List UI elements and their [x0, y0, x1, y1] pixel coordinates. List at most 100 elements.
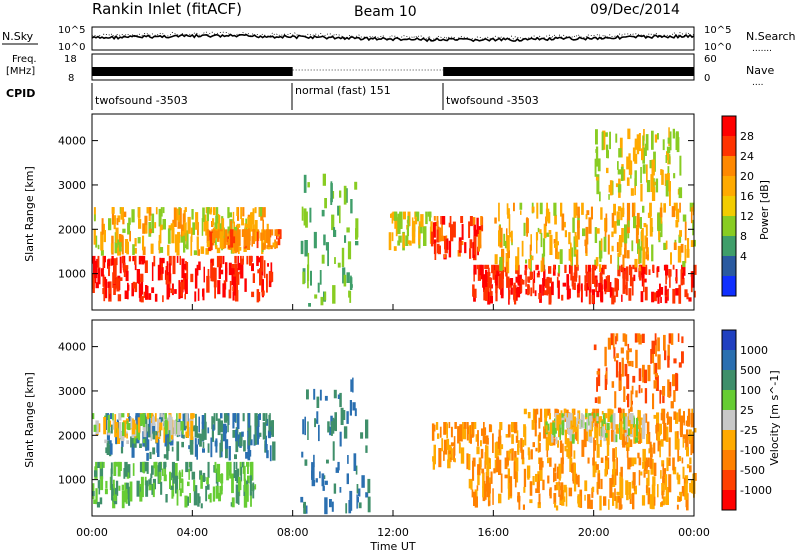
heatmap-cell [678, 496, 681, 502]
heatmap-cell [240, 466, 243, 482]
heatmap-cell [637, 431, 640, 440]
heatmap-cell [458, 241, 462, 251]
heatmap-cell [248, 229, 250, 237]
heatmap-cell [232, 211, 235, 224]
heatmap-cell [645, 264, 648, 275]
heatmap-cell [132, 463, 135, 476]
heatmap-cell [428, 211, 431, 222]
heatmap-cell [95, 420, 99, 434]
heatmap-cell [552, 268, 556, 276]
heatmap-cell [525, 289, 528, 295]
heatmap-cell [691, 436, 694, 454]
heatmap-cell [596, 427, 599, 446]
heatmap-cell [671, 206, 676, 218]
heatmap-cell [546, 277, 550, 295]
heatmap-cell [140, 413, 144, 426]
heatmap-cell [208, 207, 210, 214]
heatmap-cell [528, 451, 531, 460]
heatmap-cell [94, 260, 98, 279]
heatmap-cell [151, 287, 155, 293]
heatmap-cell [662, 468, 667, 477]
colorbar-swatch [722, 490, 736, 511]
heatmap-cell [623, 413, 627, 430]
heatmap-cell [158, 421, 161, 439]
heatmap-cell [665, 240, 668, 250]
colorbar-swatch [722, 196, 736, 217]
heatmap-cell [220, 473, 224, 484]
heatmap-cell [324, 198, 327, 209]
heatmap-cell [523, 486, 526, 493]
heatmap-cell [629, 439, 633, 447]
heatmap-cell [615, 333, 619, 342]
heatmap-cell [100, 250, 104, 256]
colorbar-tick: 8 [740, 230, 747, 243]
heatmap-cell [554, 472, 557, 481]
heatmap-cell [112, 413, 114, 421]
heatmap-cell [492, 267, 495, 280]
heatmap-cell [243, 478, 247, 492]
heatmap-cell [511, 422, 514, 433]
heatmap-cell [398, 235, 402, 243]
heatmap-cell [464, 242, 467, 254]
heatmap-cell [486, 457, 490, 477]
heatmap-cell [615, 133, 618, 143]
heatmap-cell [158, 432, 160, 437]
heatmap-cell [267, 230, 271, 247]
heatmap-cell [555, 482, 559, 491]
heatmap-cell [306, 389, 309, 400]
heatmap-cell [656, 266, 660, 272]
heatmap-cell [240, 207, 242, 220]
heatmap-cell [608, 194, 610, 200]
heatmap-cell [609, 282, 612, 298]
heatmap-cell [218, 214, 221, 233]
heatmap-cell [651, 244, 654, 262]
heatmap-cell [197, 249, 200, 256]
heatmap-cell [166, 261, 169, 276]
heatmap-cell [113, 462, 116, 476]
heatmap-cell [126, 468, 130, 473]
heatmap-cell [626, 374, 630, 389]
heatmap-cell [569, 420, 573, 429]
heatmap-cell [667, 411, 669, 425]
heatmap-cell [262, 242, 265, 251]
heatmap-cell [476, 446, 480, 455]
heatmap-cell [494, 254, 498, 265]
heatmap-cell [176, 413, 178, 422]
heatmap-cell [612, 448, 615, 462]
heatmap-cell [629, 266, 633, 287]
heatmap-cell [319, 389, 322, 401]
heatmap-cell [413, 220, 416, 238]
heatmap-cell [261, 275, 263, 293]
heatmap-cell [355, 241, 359, 246]
heatmap-cell [181, 469, 184, 478]
heatmap-cell [632, 375, 636, 383]
heatmap-cell [653, 442, 656, 454]
heatmap-cell [137, 432, 141, 441]
heatmap-cell [97, 461, 100, 468]
heatmap-cell [190, 413, 194, 420]
heatmap-cell [547, 408, 551, 416]
heatmap-cell [203, 214, 207, 232]
heatmap-cell [507, 424, 511, 438]
heatmap-cell [642, 418, 646, 432]
heatmap-cell [597, 473, 601, 489]
heatmap-cell [237, 245, 240, 254]
heatmap-cell [640, 249, 642, 259]
heatmap-cell [174, 289, 177, 294]
heatmap-cell [480, 440, 482, 447]
heatmap-cell [585, 239, 588, 254]
heatmap-cell [554, 484, 557, 491]
heatmap-cell [534, 290, 537, 297]
heatmap-cell [554, 463, 557, 472]
heatmap-cell [626, 436, 629, 443]
heatmap-cell [460, 241, 464, 246]
heatmap-cell [115, 230, 118, 237]
heatmap-cell [144, 461, 148, 472]
heatmap-cell [642, 135, 645, 146]
heatmap-cell [111, 488, 114, 496]
heatmap-cell [553, 493, 557, 504]
heatmap-cell [559, 249, 563, 264]
heatmap-cell [648, 269, 651, 275]
heatmap-cell [598, 282, 602, 293]
